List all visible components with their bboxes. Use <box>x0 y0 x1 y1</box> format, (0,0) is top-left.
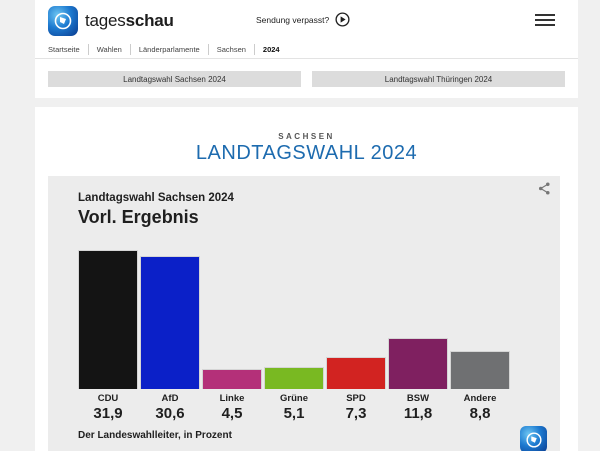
button-landtagswahl-thueringen[interactable]: Landtagswahl Thüringen 2024 <box>312 71 565 87</box>
page-kicker: SACHSEN <box>278 132 335 141</box>
wordmark-bold: schau <box>125 11 174 30</box>
bar-value-afd: 30,6 <box>155 405 185 422</box>
tagesschau-watermark-icon <box>520 426 547 451</box>
site-header: tagesschau Sendung verpasst? Startseite … <box>35 0 578 59</box>
chart-title: Landtagswahl Sachsen 2024 <box>78 192 234 204</box>
bar-value-bsw: 11,8 <box>403 405 433 422</box>
bar-chart <box>78 250 510 389</box>
bar-chart-values: 31,9 30,6 4,5 5,1 7,3 11,8 8,8 <box>78 405 510 422</box>
button-landtagswahl-sachsen[interactable]: Landtagswahl Sachsen 2024 <box>48 71 301 87</box>
result-chart-card: Landtagswahl Sachsen 2024 Vorl. Ergebnis… <box>48 176 560 451</box>
breadcrumb-item-wahlen[interactable]: Wahlen <box>89 44 131 55</box>
bar-value-spd: 7,3 <box>345 405 367 422</box>
wordmark-regular: tages <box>85 11 126 30</box>
bar-linke <box>202 369 262 389</box>
bar-label-spd: SPD <box>346 393 366 404</box>
bar-label-grüne: Grüne <box>280 393 308 404</box>
quick-links-bar: Landtagswahl Sachsen 2024 Landtagswahl T… <box>35 59 578 98</box>
bar-label-bsw: BSW <box>406 393 430 404</box>
sendung-verpasst-label: Sendung verpasst? <box>256 14 330 25</box>
bar-label-cdu: CDU <box>97 393 119 404</box>
breadcrumb: Startseite Wahlen Länderparlamente Sachs… <box>48 44 288 55</box>
bar-grüne <box>264 367 324 389</box>
breadcrumb-item-startseite[interactable]: Startseite <box>48 44 89 55</box>
bar-label-linke: Linke <box>219 393 245 404</box>
hamburger-menu-icon[interactable] <box>535 14 555 26</box>
bar-label-andere: Andere <box>463 393 497 404</box>
site-wordmark[interactable]: tagesschau <box>85 11 174 31</box>
chart-subtitle: Vorl. Ergebnis <box>78 207 199 227</box>
globe-icon <box>54 12 72 30</box>
bar-value-grüne: 5,1 <box>283 405 305 422</box>
globe-icon <box>525 431 542 448</box>
chart-source: Der Landeswahlleiter, in Prozent <box>78 430 232 441</box>
tagesschau-logo-icon[interactable] <box>48 6 78 36</box>
page-column: tagesschau Sendung verpasst? Startseite … <box>35 0 578 451</box>
bar-value-cdu: 31,9 <box>93 405 123 422</box>
bar-andere <box>450 351 510 389</box>
share-icon[interactable] <box>537 181 552 196</box>
sendung-verpasst-link[interactable]: Sendung verpasst? <box>256 12 350 27</box>
section-gap <box>35 98 578 107</box>
breadcrumb-item-laenderparlamente[interactable]: Länderparlamente <box>131 44 209 55</box>
bar-value-andere: 8,8 <box>469 405 491 422</box>
bar-label-afd: AfD <box>161 393 179 404</box>
bar-spd <box>326 357 386 389</box>
breadcrumb-item-2024[interactable]: 2024 <box>262 45 280 54</box>
page-title: LANDTAGSWAHL 2024 <box>195 142 418 164</box>
main-content: SACHSEN LANDTAGSWAHL 2024 Landtagswahl S… <box>35 107 578 451</box>
bar-bsw <box>388 338 448 389</box>
bar-chart-labels: CDU AfD Linke Grüne SPD BSW Andere <box>78 393 510 404</box>
bar-cdu <box>78 250 138 389</box>
bar-afd <box>140 256 200 389</box>
breadcrumb-item-sachsen[interactable]: Sachsen <box>209 44 255 55</box>
bar-value-linke: 4,5 <box>221 405 243 422</box>
play-icon[interactable] <box>335 12 350 27</box>
